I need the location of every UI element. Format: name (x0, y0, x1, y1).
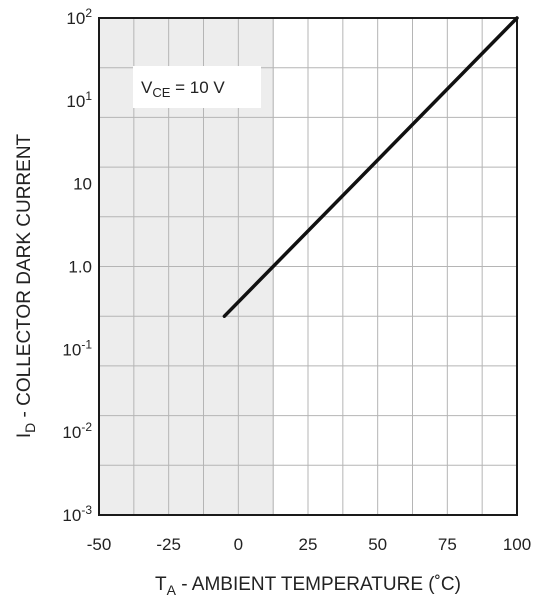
annotation-main: V (141, 78, 153, 97)
x-tick-label: 25 (299, 535, 318, 554)
annotation-text: VCE = 10 V (141, 78, 225, 100)
x-tick-label: 50 (368, 535, 387, 554)
series-line (222, 16, 519, 318)
y-axis-label-main: I (14, 433, 35, 438)
plot-frame (98, 17, 518, 516)
y-tick-label: 102 (66, 6, 92, 28)
x-axis-label-sub: A (167, 582, 177, 598)
y-tick-label: 10-3 (62, 503, 92, 525)
x-tick-label: 100 (503, 535, 531, 554)
y-axis-label-sub: D (22, 423, 38, 433)
x-axis-label: TA - AMBIENT TEMPERATURE (˚C) (155, 574, 461, 598)
series-layer (222, 16, 519, 318)
y-tick-label: 10-1 (62, 337, 92, 359)
x-tick-label: 75 (438, 535, 457, 554)
annotation-box (133, 66, 261, 108)
annotation-sub: CE (152, 85, 170, 100)
y-axis-label: ID - COLLECTOR DARK CURRENT (14, 133, 38, 438)
x-axis-label-main: T (155, 574, 167, 595)
y-tick-label: 1.0 (68, 258, 92, 277)
x-tick-label: -25 (156, 535, 181, 554)
y-tick-label: 10 (73, 175, 92, 194)
y-tick-labels: 102 101 10 1.0 10-1 10-2 10-3 (62, 6, 92, 525)
x-tick-label: 0 (234, 535, 243, 554)
annotation-rest: = 10 V (170, 78, 225, 97)
y-axis-label-rest: - COLLECTOR DARK CURRENT (14, 133, 35, 422)
y-tick-label: 101 (66, 89, 92, 111)
x-tick-labels: -50 -25 0 25 50 75 100 (87, 535, 531, 554)
y-tick-label: 10-2 (62, 420, 92, 442)
x-axis-label-rest: - AMBIENT TEMPERATURE (˚C) (176, 574, 461, 595)
x-tick-label: -50 (87, 535, 112, 554)
